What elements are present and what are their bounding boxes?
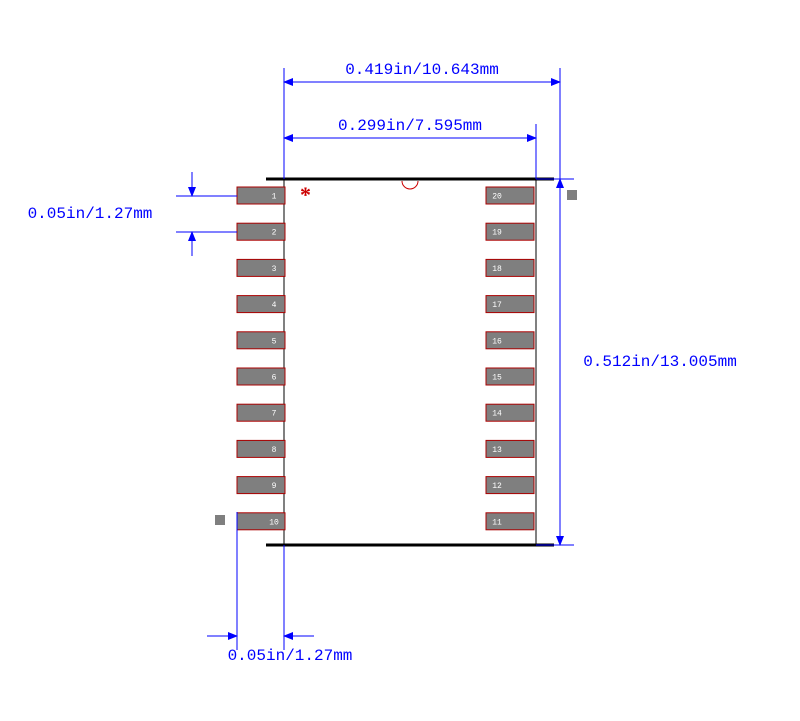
pin-number-2: 2: [272, 229, 277, 238]
pin-number-5: 5: [272, 337, 277, 346]
orientation-arc: [402, 181, 418, 189]
pad-4: [237, 296, 285, 313]
pin-number-17: 17: [492, 301, 502, 310]
pin-number-7: 7: [272, 410, 277, 419]
pin1-marker: *: [300, 182, 311, 207]
pad-1: [237, 187, 285, 204]
pin-number-3: 3: [272, 265, 277, 274]
pin-number-16: 16: [492, 337, 502, 346]
pad-8: [237, 440, 285, 457]
pin-number-8: 8: [272, 446, 277, 455]
pin-number-6: 6: [272, 374, 277, 383]
pin-number-18: 18: [492, 265, 502, 274]
dim-body-width: 0.299in/7.595mm: [338, 117, 482, 135]
dim-pin-pitch: 0.05in/1.27mm: [28, 205, 153, 223]
pin-number-12: 12: [492, 482, 502, 491]
pin-number-9: 9: [272, 482, 277, 491]
pad-3: [237, 259, 285, 276]
pad-7: [237, 404, 285, 421]
footprint-drawing: 1 20 2 19 3 18 4 17 5 16 6 15 7 14 8 13 9 12 10 11 * 0.419in/…: [0, 0, 800, 721]
pin-number-4: 4: [272, 301, 277, 310]
pad-2: [237, 223, 285, 240]
dim-pad-width: 0.05in/1.27mm: [228, 647, 353, 665]
dim-overall-width: 0.419in/10.643mm: [345, 61, 499, 79]
pin-number-20: 20: [492, 193, 502, 202]
fiducial-left: [215, 515, 225, 525]
pin-number-11: 11: [492, 518, 502, 527]
pin-number-14: 14: [492, 410, 502, 419]
pin-number-13: 13: [492, 446, 502, 455]
dim-overall-height: 0.512in/13.005mm: [583, 353, 737, 371]
pin-number-15: 15: [492, 374, 502, 383]
pin-number-1: 1: [272, 193, 277, 202]
pin-number-10: 10: [269, 518, 279, 527]
fiducial-right: [567, 190, 577, 200]
pad-6: [237, 368, 285, 385]
pin-number-19: 19: [492, 229, 502, 238]
pad-9: [237, 477, 285, 494]
pad-5: [237, 332, 285, 349]
